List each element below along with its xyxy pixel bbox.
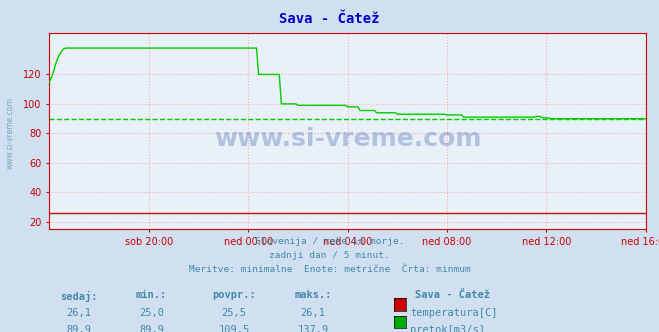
Text: www.si-vreme.com: www.si-vreme.com: [5, 97, 14, 169]
Text: temperatura[C]: temperatura[C]: [410, 308, 498, 318]
Text: maks.:: maks.:: [295, 290, 331, 300]
Text: 89,9: 89,9: [67, 325, 92, 332]
Text: Sava - Čatež: Sava - Čatež: [279, 12, 380, 26]
Text: zadnji dan / 5 minut.: zadnji dan / 5 minut.: [269, 251, 390, 260]
Text: Sava - Čatež: Sava - Čatež: [415, 290, 490, 300]
Text: www.si-vreme.com: www.si-vreme.com: [214, 127, 481, 151]
Text: Slovenija / reke in morje.: Slovenija / reke in morje.: [255, 237, 404, 246]
Text: 26,1: 26,1: [301, 308, 326, 318]
Text: 26,1: 26,1: [67, 308, 92, 318]
Text: pretok[m3/s]: pretok[m3/s]: [410, 325, 485, 332]
Text: 25,0: 25,0: [139, 308, 164, 318]
Text: 25,5: 25,5: [221, 308, 246, 318]
Text: povpr.:: povpr.:: [212, 290, 256, 300]
Text: 89,9: 89,9: [139, 325, 164, 332]
Text: 137,9: 137,9: [297, 325, 329, 332]
Text: min.:: min.:: [136, 290, 167, 300]
Text: 109,5: 109,5: [218, 325, 250, 332]
Text: Meritve: minimalne  Enote: metrične  Črta: minmum: Meritve: minimalne Enote: metrične Črta:…: [188, 265, 471, 274]
Text: sedaj:: sedaj:: [61, 290, 98, 301]
